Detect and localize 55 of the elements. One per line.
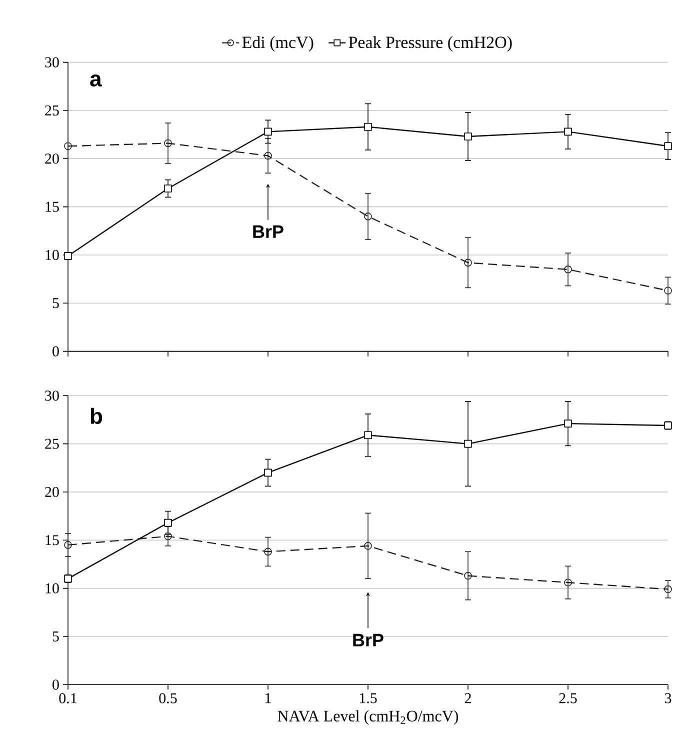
x-tick-label: 0.1 [59,693,76,704]
y-tick-label: 0 [52,680,59,690]
point [564,128,572,136]
point [364,122,372,131]
point [164,139,172,148]
annotation: b [90,408,102,424]
y-tick-label: 5 [52,298,59,308]
point [164,518,172,527]
y-tick-label: 15 [46,535,59,546]
point [564,266,572,274]
point [364,542,372,550]
point [64,142,72,150]
y-tick-label: 10 [46,250,59,260]
x-tick-label: 2 [464,693,471,704]
point [464,258,472,267]
point [264,548,272,556]
point [64,541,72,549]
point [564,420,572,428]
point [164,532,172,540]
x-axis-title: NAVA Level (cmH$_{2}$O/mcV) [278,710,458,725]
y-tick-label: 15 [46,202,59,212]
point [464,440,472,448]
point [264,128,272,136]
point [664,142,672,150]
point [364,431,372,440]
point [664,286,672,295]
point [464,132,472,140]
y-tick-label: 0 [52,346,59,356]
x-tick-label: 1.5 [360,693,377,704]
legend-label: Peak Pressure (cmH2O) [348,36,512,52]
point [64,252,72,260]
y-tick-label: 25 [45,105,59,116]
y-tick-label: 30 [45,390,59,401]
annotation: BrP [353,634,384,646]
point [264,468,272,477]
y-tick-label: 5 [52,631,59,642]
point [264,152,272,160]
point [164,184,172,192]
x-tick-label: 1 [266,693,271,704]
y-tick-label: 20 [45,486,59,498]
y-tick-label: 10 [46,583,59,594]
point [564,578,572,586]
point [664,585,672,594]
x-tick-label: 3 [664,693,672,704]
x-tick-label: 0.5 [159,693,177,704]
annotation: a [90,74,102,87]
y-tick-label: 20 [45,154,59,164]
y-tick-label: 30 [45,57,59,68]
x-tick-label: 2.5 [559,693,577,704]
annotation: BrP [253,225,284,238]
y-tick-label: 25 [45,438,59,449]
point [464,572,472,580]
legend-label: Edi (mcV) [242,36,314,52]
point [364,212,372,220]
point [64,574,72,583]
